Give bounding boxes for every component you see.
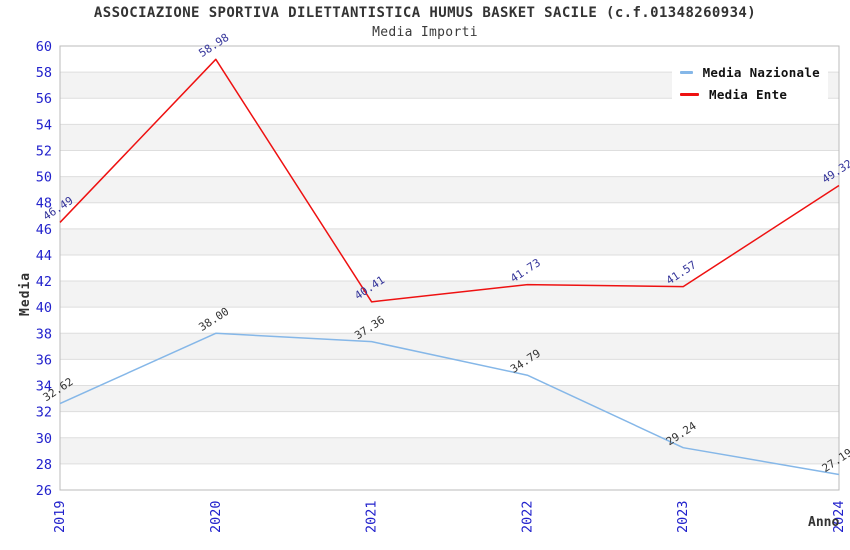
svg-text:32: 32 bbox=[36, 405, 52, 421]
legend-item-media-nazionale: Media Nazionale bbox=[680, 61, 820, 83]
svg-text:2022: 2022 bbox=[519, 500, 535, 533]
chart-subtitle: Media Importi bbox=[372, 25, 478, 40]
svg-text:40: 40 bbox=[36, 300, 52, 316]
svg-text:2020: 2020 bbox=[208, 500, 224, 533]
svg-text:28: 28 bbox=[36, 457, 52, 473]
svg-text:30: 30 bbox=[36, 431, 52, 447]
legend: Media Nazionale Media Ente bbox=[672, 52, 828, 113]
svg-text:2024: 2024 bbox=[831, 500, 847, 533]
plot-border bbox=[59, 45, 840, 491]
grid-bands bbox=[60, 72, 839, 464]
y-axis-ticks: 26 28 30 32 34 36 38 40 42 44 46 48 50 52 54 56 58 60 bbox=[36, 39, 52, 499]
legend-label-media-ente: Media Ente bbox=[709, 86, 788, 102]
svg-text:56: 56 bbox=[36, 91, 52, 107]
svg-text:26: 26 bbox=[36, 483, 52, 499]
svg-text:52: 52 bbox=[36, 143, 52, 159]
chart-title: ASSOCIAZIONE SPORTIVA DILETTANTISTICA HU… bbox=[93, 5, 757, 21]
svg-text:60: 60 bbox=[36, 39, 52, 55]
svg-text:36: 36 bbox=[36, 352, 52, 368]
media-ente-line-swatch bbox=[680, 92, 699, 96]
x-axis-ticks: 2019 2020 2021 2022 2023 2024 bbox=[52, 500, 847, 533]
svg-text:2019: 2019 bbox=[52, 500, 68, 533]
svg-text:38: 38 bbox=[36, 326, 52, 342]
svg-text:46: 46 bbox=[36, 222, 52, 238]
svg-text:44: 44 bbox=[36, 248, 52, 264]
svg-text:34: 34 bbox=[36, 379, 52, 395]
legend-label-media-nazionale: Media Nazionale bbox=[702, 64, 820, 80]
svg-text:2023: 2023 bbox=[675, 500, 691, 533]
svg-text:42: 42 bbox=[36, 274, 52, 290]
x-axis-title: Anno bbox=[808, 515, 840, 530]
svg-text:58: 58 bbox=[36, 65, 52, 81]
svg-text:2021: 2021 bbox=[364, 500, 380, 533]
legend-item-media-ente: Media Ente bbox=[680, 83, 820, 105]
svg-text:48: 48 bbox=[36, 196, 52, 212]
svg-text:50: 50 bbox=[36, 170, 52, 186]
media-nazionale-line-swatch bbox=[680, 70, 693, 74]
y-axis-title: Media bbox=[18, 271, 33, 316]
svg-text:54: 54 bbox=[36, 117, 52, 133]
svg-text:38.00: 38.00 bbox=[196, 305, 231, 334]
